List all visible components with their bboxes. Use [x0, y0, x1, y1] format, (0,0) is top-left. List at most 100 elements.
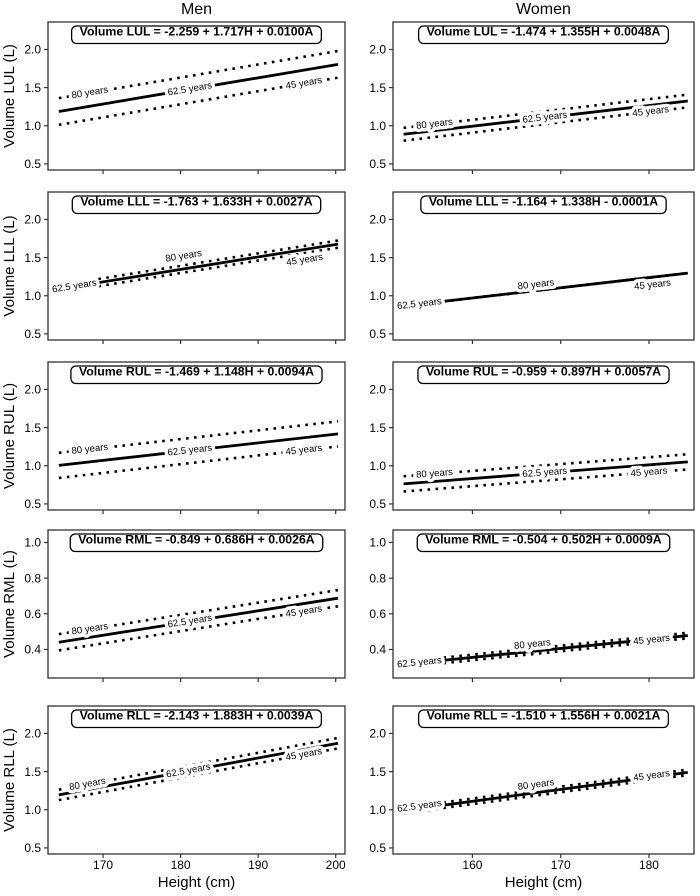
y-axis-title: Volume RLL (L)	[1, 728, 18, 832]
age-label-80: 80 years	[71, 84, 109, 101]
age-label-62.5: 62.5 years	[397, 655, 443, 670]
y-tick-label: 1.0	[24, 289, 41, 303]
y-tick-label: 0.5	[24, 497, 41, 511]
equation-label: Volume LUL = -1.474 + 1.355H + 0.0048A	[427, 25, 661, 39]
y-tick-label: 1.5	[369, 765, 386, 779]
equation-box: Volume LLL = -1.763 + 1.633H + 0.0027A	[71, 195, 322, 215]
panel-border	[392, 191, 695, 341]
age-label-80: 80 years	[165, 248, 203, 265]
y-tick-label: 2.0	[24, 727, 41, 741]
age-label-62.5: 62.5 years	[522, 110, 568, 126]
equation-box: Volume LUL = -2.259 + 1.717H + 0.0100A	[70, 25, 323, 45]
y-tick-label: 1.0	[24, 803, 41, 817]
panel-women-lul: 0.51.01.52.080 years 62.5 years 45 yearsVo…	[369, 21, 695, 174]
y-tick-label: 0.8	[369, 571, 386, 585]
age-label-45: 45 years	[633, 633, 671, 648]
panel-women-rul: 0.5 1.0 1.5 2.0 80 years 62.5 years 45 years Vo…	[369, 361, 695, 514]
y-tick-label: 1.0	[369, 459, 386, 473]
panel-border	[47, 21, 346, 171]
equation-label: Volume RLL = -2.143 + 1.883H + 0.0039A	[80, 709, 314, 723]
equation-box: Volume RLL = -1.510 + 1.556H + 0.0021A	[417, 709, 670, 729]
panel-men-lul: 0.5 1.0 1.5 2.0 Volume LUL (L) 80 years 62.5 y…	[1, 21, 346, 174]
line-62.5-years	[403, 770, 689, 812]
y-tick-label: 2.0	[24, 43, 41, 57]
equation-box-border	[71, 195, 322, 215]
line-62.5-years	[58, 242, 339, 291]
y-tick-label: 2.0	[369, 383, 386, 397]
y-tick-label: 1.0	[369, 119, 386, 133]
equation-label: Volume RML = -0.849 + 0.686H + 0.0026A	[78, 533, 315, 547]
age-label-62.5: 62.5 years	[165, 761, 211, 780]
equation-box-border	[70, 365, 323, 385]
y-tick-label: 0.6	[369, 607, 386, 621]
y-tick-label: 0.5	[24, 157, 41, 171]
y-tick-label: 0.5	[369, 497, 386, 511]
equation-box: Volume RML = -0.504 + 0.502H + 0.0009A	[416, 533, 671, 553]
equation-box-border	[70, 25, 323, 45]
age-label-80: 80 years	[416, 467, 454, 481]
panel-border	[392, 529, 695, 679]
equation-label: Volume RML = -0.504 + 0.502H + 0.0009A	[425, 533, 662, 547]
y-tick-label: 0.4	[369, 643, 386, 657]
column-title-men: Men	[181, 1, 212, 18]
y-tick-label: 0.5	[369, 327, 386, 341]
equation-label: Volume LUL = -2.259 + 1.717H + 0.0100A	[80, 25, 314, 39]
y-tick-label: 2.0	[369, 727, 386, 741]
age-label-45: 45 years	[633, 768, 671, 784]
equation-label: Volume LLL = -1.164 + 1.338H - 0.0001A	[429, 195, 658, 209]
column-title-women: Women	[516, 1, 571, 18]
panel-men-rll: 0.5 1.0 1.5 2.0 170 180 190 200 Height (cm) Volum…	[1, 705, 346, 891]
equation-box: Volume LUL = -1.474 + 1.355H + 0.0048A	[417, 25, 670, 45]
x-tick-label: 200	[326, 858, 346, 872]
y-tick-label: 1.0	[369, 289, 386, 303]
equation-label: Volume RUL = -0.959 + 0.897H + 0.0057A	[426, 365, 661, 379]
equation-box-border	[417, 709, 670, 729]
x-axis-title: Height (cm)	[158, 874, 236, 891]
age-label-62.5: 62.5 years	[51, 277, 97, 295]
line-62.5-years	[403, 271, 688, 308]
y-tick-label: 2.0	[369, 43, 386, 57]
line-62.5-years	[403, 460, 688, 486]
age-label-62.5: 62.5 years	[167, 613, 213, 631]
y-tick-label: 2.0	[24, 213, 41, 227]
age-label-62.5: 62.5 years	[397, 798, 443, 815]
equation-label: Volume RUL = -1.469 + 1.148H + 0.0094A	[79, 365, 314, 379]
age-label-45: 45 years	[630, 466, 668, 480]
y-tick-label: 1.5	[24, 81, 41, 95]
panel-border	[47, 191, 346, 341]
equation-box-border	[69, 533, 324, 553]
x-tick-label: 180	[639, 858, 659, 872]
line-62.5-years	[403, 634, 688, 666]
y-tick-label: 0.5	[369, 841, 386, 855]
equation-box-border	[417, 365, 670, 385]
x-tick-label: 160	[462, 858, 482, 872]
line-62.5-years	[58, 741, 339, 797]
panel-border	[392, 21, 695, 171]
y-tick-label: 0.5	[24, 841, 41, 855]
panel-border	[47, 529, 346, 679]
age-label-45: 45 years	[285, 75, 323, 92]
equation-box: Volume RML = -0.849 + 0.686H + 0.0026A	[69, 533, 324, 553]
y-tick-label: 1.5	[369, 81, 386, 95]
y-tick-label: 2.0	[369, 213, 386, 227]
line-62.5-years	[58, 432, 339, 467]
line-62.5-years	[403, 99, 688, 136]
panel-men-rul: 0.5 1.0 1.5 2.0 Volume RUL (L) 80 years 62.5 y…	[1, 361, 346, 514]
line-62.5-years	[58, 62, 339, 113]
y-axis-title: Volume LLL (L)	[1, 215, 18, 316]
equation-label: Volume LLL = -1.763 + 1.633H + 0.0027A	[80, 195, 312, 209]
panel-women-rll: 0.5 1.0 1.5 2.0 160 170 180 Height (cm) 62.5 yea…	[369, 705, 695, 891]
equation-box: Volume RUL = -0.959 + 0.897H + 0.0057A	[417, 365, 670, 385]
age-label-45: 45 years	[285, 746, 323, 764]
equation-box-border	[417, 25, 670, 45]
y-tick-label: 1.5	[369, 421, 386, 435]
y-tick-label: 1.0	[369, 536, 386, 550]
equation-box-border	[70, 709, 323, 729]
line-62.5-years	[58, 596, 339, 644]
y-tick-label: 1.0	[369, 803, 386, 817]
y-tick-label: 0.8	[24, 571, 41, 585]
y-tick-label: 1.0	[24, 459, 41, 473]
